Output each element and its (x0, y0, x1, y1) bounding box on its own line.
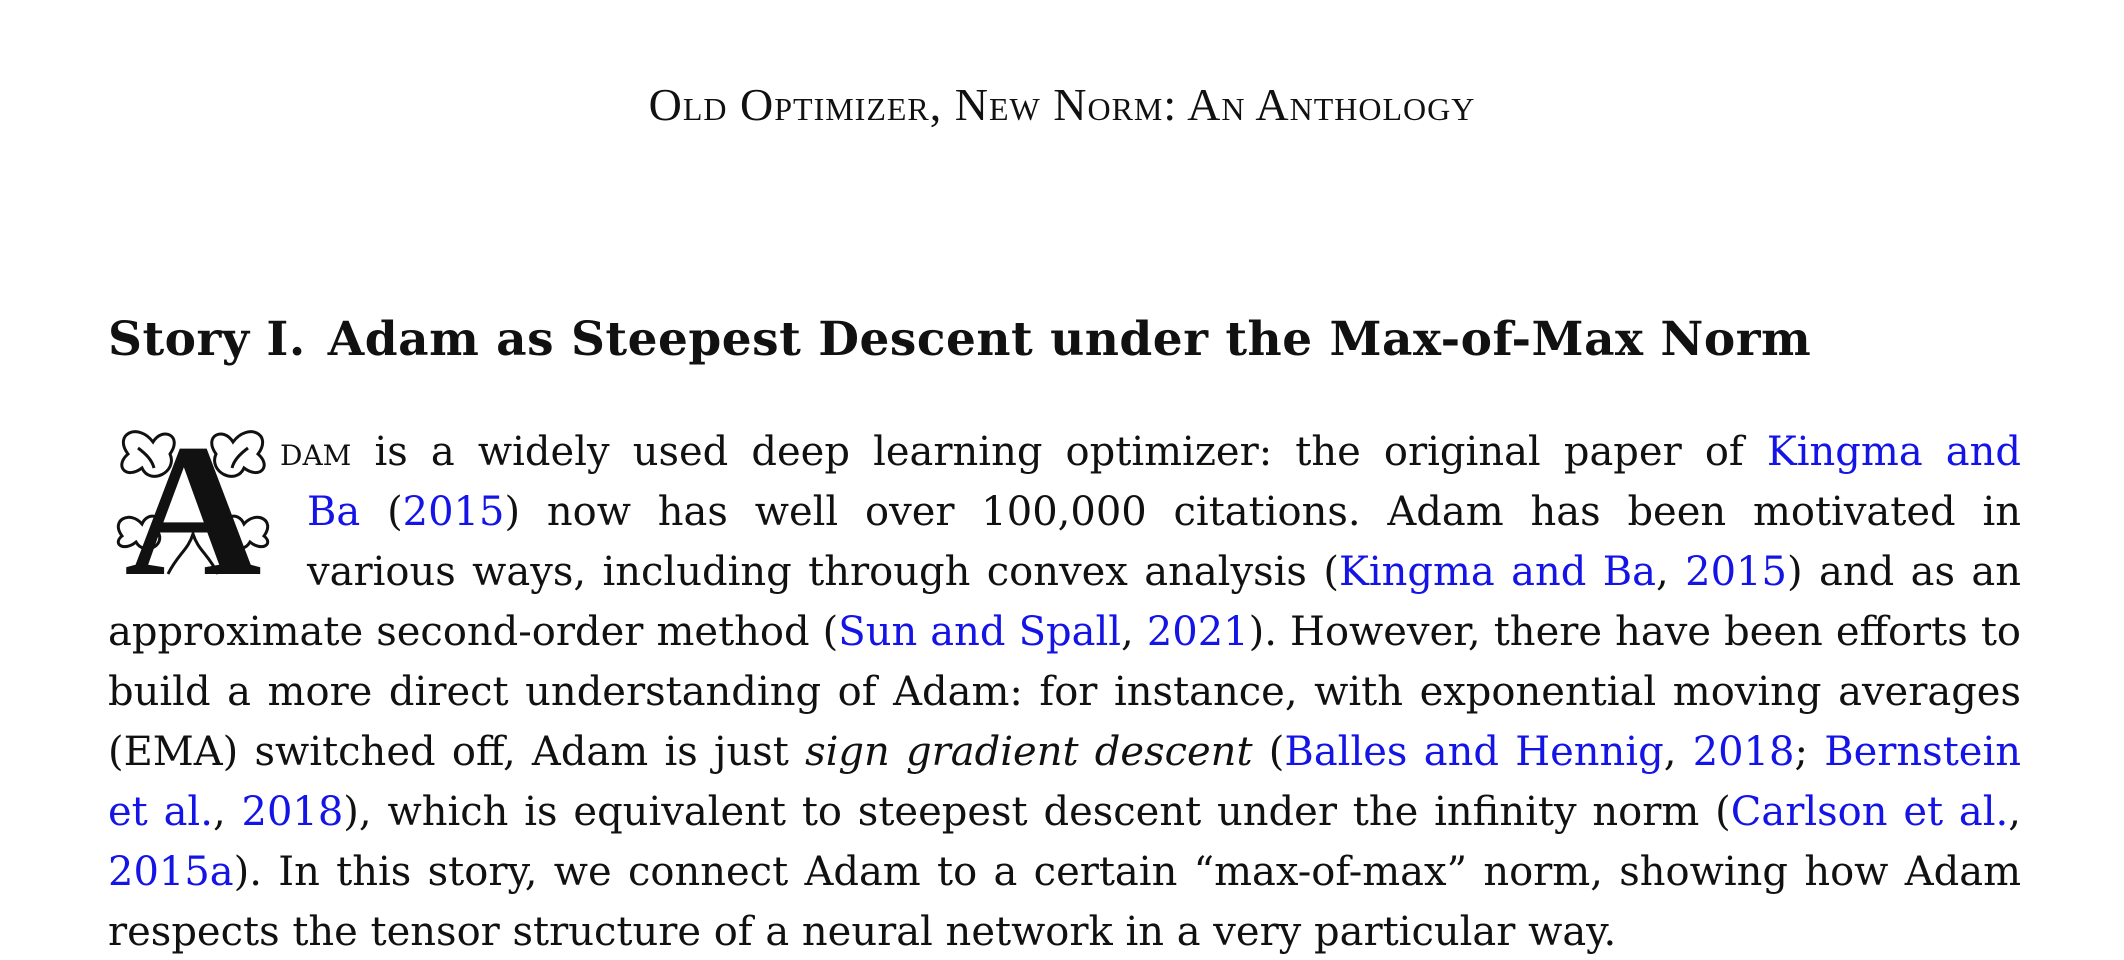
dropcap-letter: A (124, 424, 261, 584)
citation-year-link[interactable]: 2015 (1685, 549, 1787, 595)
story-number: Story I. (108, 312, 306, 367)
citation-link[interactable]: et al. (108, 789, 213, 835)
citation-year-link[interactable]: 2018 (1692, 729, 1795, 775)
citation-year-link[interactable]: 2021 (1146, 609, 1249, 655)
dropcap-initial-ornament: A (116, 424, 270, 584)
text-run: , (1663, 729, 1693, 775)
paragraph-line-3: various ways, including through convex a… (307, 544, 2021, 600)
paragraph-line-6: (EMA) switched off, Adam is just sign gr… (108, 724, 2021, 780)
emphasis-term: sign gradient descent (805, 729, 1253, 775)
running-title: Old Optimizer, New Norm: An Anthology (648, 79, 1476, 130)
paragraph-line-7: et al., 2018), which is equivalent to st… (108, 784, 2021, 840)
paragraph-line-4: approximate second-order method (Sun and… (108, 604, 2021, 660)
text-run: ( (387, 489, 403, 535)
citation-link[interactable]: Kingma and (1766, 429, 2022, 475)
citation-link[interactable]: Sun and Spall (838, 609, 1122, 655)
citation-year-link[interactable]: 2015 (402, 489, 505, 535)
text-run: build a more direct understanding of Ada… (108, 669, 2021, 715)
paragraph-line-8: 2015a). In this story, we connect Adam t… (108, 844, 2021, 900)
citation-link[interactable]: Balles and Hennig (1284, 729, 1664, 775)
text-run: respects the tensor structure of a neura… (108, 909, 1617, 955)
dropcap-tail: dam (280, 429, 352, 475)
citation-year-link[interactable]: 2018 (241, 789, 344, 835)
text-run: , (2008, 789, 2021, 835)
story-title: Adam as Steepest Descent under the Max-o… (327, 312, 1812, 367)
text-run: ( (1252, 729, 1285, 775)
text-run: , (212, 789, 242, 835)
paragraph-line-2: Ba (2015) now has well over 100,000 cita… (307, 484, 2021, 540)
citation-link[interactable]: Carlson et al. (1730, 789, 2009, 835)
citation-year-link[interactable]: 2015a (108, 849, 234, 895)
paragraph-line-1: dam is a widely used deep learning optim… (280, 424, 2021, 480)
text-run: , (1656, 549, 1686, 595)
text-run: ). However, there have been efforts to (1248, 609, 2022, 655)
text-run: (EMA) switched off, Adam is just (108, 729, 806, 775)
text-run: , (1121, 609, 1147, 655)
paragraph-line-9: respects the tensor structure of a neura… (108, 904, 2021, 960)
citation-link[interactable]: Ba (307, 489, 361, 535)
text-run: ; (1794, 729, 1825, 775)
text-run: ), which is equivalent to steepest desce… (343, 789, 1731, 835)
text-run: ). In this story, we connect Adam to a c… (233, 849, 2021, 895)
text-run: ) and as an (1786, 549, 2022, 595)
text-run: ) now has well over 100,000 citations. A… (504, 489, 2021, 535)
paragraph-line-5: build a more direct understanding of Ada… (108, 664, 2021, 720)
citation-link[interactable]: Bernstein (1824, 729, 2022, 775)
text-run: various ways, including through convex a… (307, 549, 1339, 595)
text-run: approximate second-order method ( (108, 609, 839, 655)
text-run: is a widely used deep learning optimizer… (374, 429, 1744, 475)
story-heading: Story I. Adam as Steepest Descent under t… (108, 312, 1811, 367)
citation-link[interactable]: Kingma and Ba (1338, 549, 1657, 595)
